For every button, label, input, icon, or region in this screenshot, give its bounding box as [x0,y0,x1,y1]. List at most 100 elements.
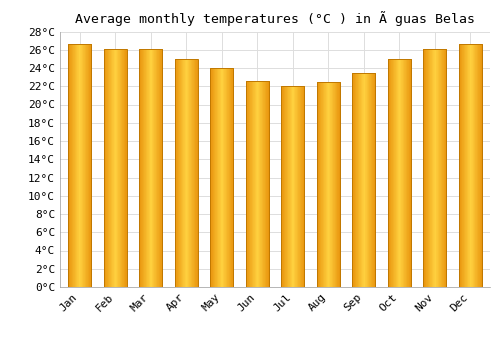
Bar [444,49,446,287]
Bar [193,59,194,287]
Bar [405,59,406,287]
Bar [249,81,250,287]
Bar [110,49,111,287]
Bar [230,68,231,287]
Bar [68,44,91,287]
Bar [402,59,404,287]
Bar [325,82,326,287]
Bar [84,44,86,287]
Bar [108,49,109,287]
Bar [400,59,401,287]
Bar [464,44,465,287]
Bar [462,44,463,287]
Bar [430,49,431,287]
Bar [225,68,226,287]
Bar [471,44,472,287]
Bar [119,49,120,287]
Bar [69,44,70,287]
Bar [154,49,155,287]
Bar [68,44,69,287]
Bar [392,59,394,287]
Bar [459,44,460,287]
Bar [254,81,256,287]
Bar [296,86,298,287]
Bar [388,59,389,287]
Bar [191,59,192,287]
Bar [233,68,234,287]
Bar [264,81,266,287]
Bar [187,59,188,287]
Bar [460,44,461,287]
Bar [258,81,260,287]
Bar [77,44,78,287]
Bar [174,59,176,287]
Bar [79,44,80,287]
Bar [437,49,438,287]
Bar [401,59,402,287]
Bar [328,82,330,287]
Bar [113,49,114,287]
Bar [214,68,215,287]
Bar [190,59,192,287]
Bar [114,49,115,287]
Bar [475,44,476,287]
Bar [427,49,428,287]
Bar [115,49,116,287]
Bar [399,59,400,287]
Bar [260,81,261,287]
Bar [192,59,193,287]
Bar [124,49,125,287]
Bar [189,59,190,287]
Bar [292,86,293,287]
Bar [155,49,156,287]
Bar [389,59,390,287]
Bar [336,82,337,287]
Bar [370,72,371,287]
Bar [85,44,86,287]
Bar [190,59,191,287]
Bar [142,49,144,287]
Bar [431,49,432,287]
Bar [216,68,217,287]
Bar [159,49,160,287]
Bar [363,72,364,287]
Bar [120,49,122,287]
Bar [395,59,396,287]
Bar [286,86,288,287]
Bar [210,68,233,287]
Bar [104,49,106,287]
Bar [468,44,469,287]
Bar [478,44,479,287]
Bar [302,86,304,287]
Bar [162,49,163,287]
Bar [224,68,225,287]
Bar [83,44,84,287]
Bar [466,44,467,287]
Bar [338,82,340,287]
Bar [220,68,221,287]
Bar [481,44,482,287]
Bar [161,49,162,287]
Bar [182,59,183,287]
Bar [86,44,87,287]
Bar [443,49,444,287]
Bar [287,86,288,287]
Bar [428,49,429,287]
Bar [196,59,198,287]
Bar [264,81,265,287]
Bar [184,59,185,287]
Bar [436,49,437,287]
Bar [476,44,477,287]
Bar [174,59,198,287]
Bar [368,72,369,287]
Bar [396,59,398,287]
Bar [289,86,290,287]
Bar [476,44,478,287]
Bar [179,59,180,287]
Bar [250,81,251,287]
Bar [303,86,304,287]
Bar [194,59,196,287]
Bar [144,49,145,287]
Bar [213,68,214,287]
Bar [411,59,412,287]
